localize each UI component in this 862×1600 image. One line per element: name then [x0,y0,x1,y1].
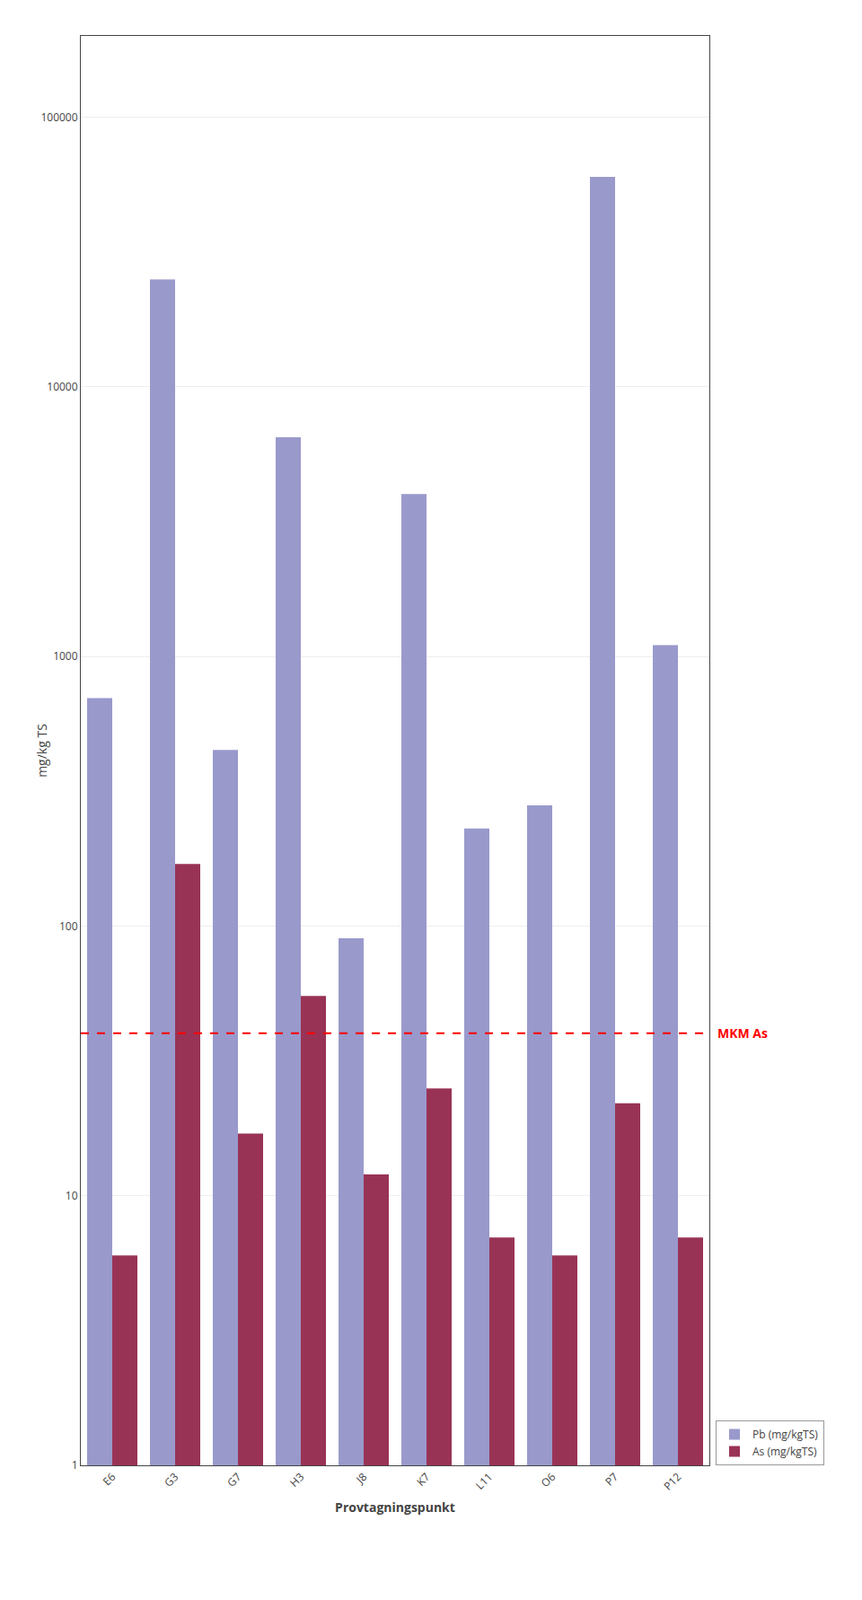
svg-text:Pb (mg/kgTS): Pb (mg/kgTS) [752,1426,819,1443]
svg-text:J8: J8 [351,1468,370,1487]
svg-text:10000: 10000 [46,378,78,395]
svg-text:10: 10 [65,1187,79,1204]
svg-text:O6: O6 [537,1468,560,1491]
svg-text:mg/kg TS: mg/kg TS [33,723,51,778]
svg-text:G3: G3 [160,1468,182,1490]
svg-text:E6: E6 [98,1468,119,1489]
svg-text:100: 100 [59,918,79,934]
svg-text:Provtagningspunkt: Provtagningspunkt [334,1498,456,1516]
svg-text:H3: H3 [286,1468,308,1490]
svg-text:P7: P7 [601,1468,622,1489]
svg-text:P12: P12 [659,1468,685,1494]
svg-text:L11: L11 [472,1468,496,1493]
svg-text:1000: 1000 [52,648,79,664]
svg-text:As (mg/kgTS): As (mg/kgTS) [752,1443,818,1460]
svg-text:1: 1 [71,1457,79,1473]
svg-text:G7: G7 [223,1468,245,1490]
svg-text:100000: 100000 [40,109,78,125]
svg-text:MKM As: MKM As [717,1024,768,1042]
svg-text:K7: K7 [413,1468,433,1489]
